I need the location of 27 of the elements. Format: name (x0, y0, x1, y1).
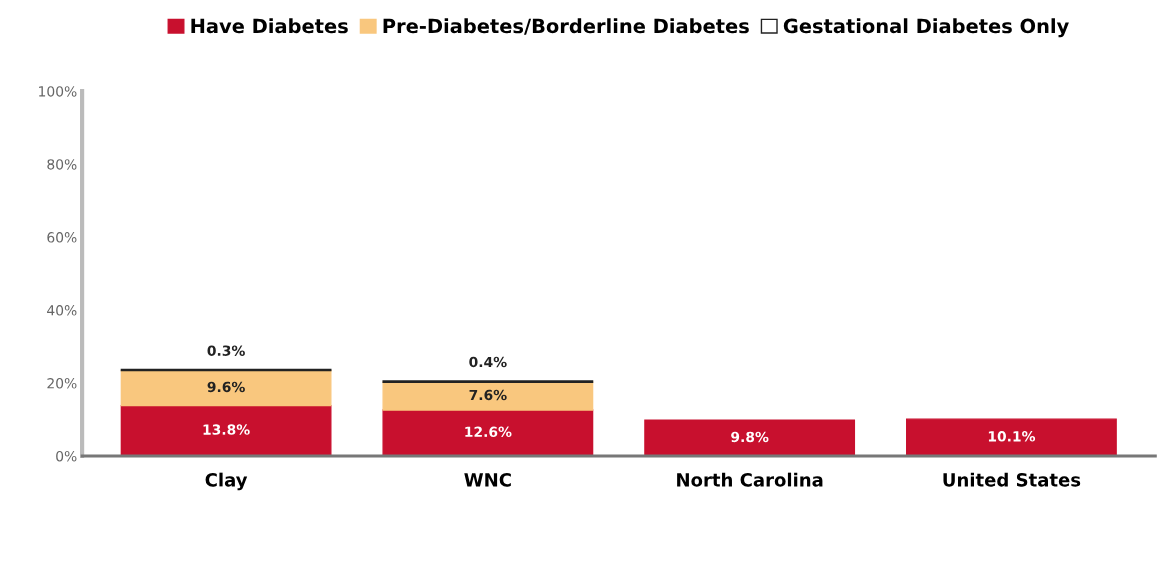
y-tick-label: 80% (47, 159, 77, 170)
x-tick-label: Clay (205, 472, 248, 491)
data-label: 7.6% (469, 389, 507, 401)
x-tick-label: North Carolina (677, 472, 823, 487)
bar (906, 418, 1117, 456)
bar (382, 381, 594, 411)
x-tick-label: WNC (464, 472, 511, 487)
y-tick-label: 20% (47, 378, 77, 389)
legend-label: Have Diabetes (191, 18, 348, 34)
y-tick-label: 60% (47, 232, 77, 243)
data-label: 10.1% (988, 431, 1036, 442)
legend-label: Pre-Diabetes/Borderline Diabetes (383, 18, 749, 35)
bar (120, 404, 332, 456)
data-label: 12.6% (465, 426, 512, 438)
y-tick-label: 0% (56, 450, 77, 462)
data-label: 0.4% (469, 356, 507, 368)
legend-label: Gestational Diabetes Only (783, 18, 1069, 38)
bar (644, 419, 856, 456)
data-label: 13.8% (203, 424, 250, 435)
data-label: 9.8% (731, 431, 769, 443)
bar (382, 409, 594, 456)
data-label: 9.6% (207, 381, 245, 393)
x-tick-label: United States (943, 472, 1081, 487)
data-label: 0.3% (207, 345, 245, 356)
y-tick-label: 40% (47, 305, 77, 316)
y-tick-label: 100% (39, 86, 77, 97)
bar (120, 369, 332, 407)
